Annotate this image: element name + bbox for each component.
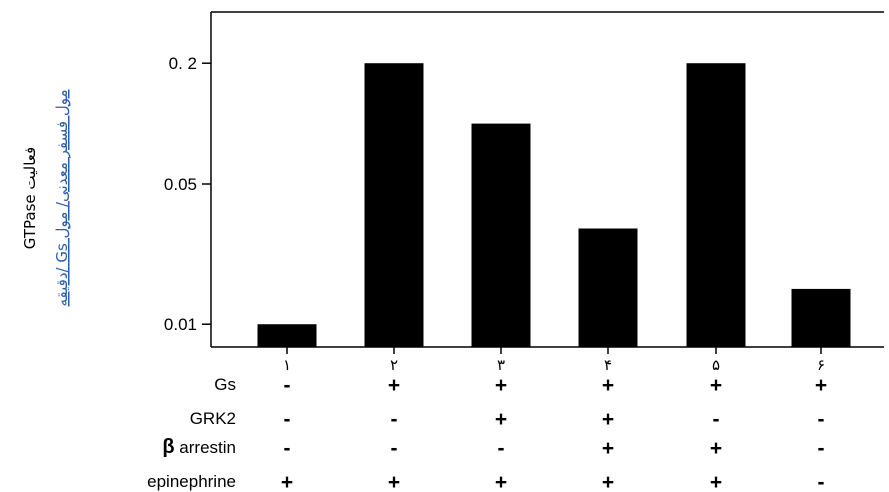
condition-label-3: epinephrine <box>147 472 236 491</box>
bar-6 <box>791 288 851 347</box>
x-tick-label-1: ۱ <box>283 356 291 374</box>
category-labels: ۱ ۲ ۳ ۴ ۵ ۶ <box>283 347 825 374</box>
bars <box>257 63 851 347</box>
bar-1 <box>257 324 317 347</box>
x-tick-label-3: ۳ <box>497 356 505 374</box>
sign-row3-col3: + <box>495 471 507 492</box>
sign-row2-col3: - <box>498 437 505 460</box>
sign-row3-col5: + <box>710 471 722 492</box>
bar-5 <box>686 63 746 347</box>
sign-row3-col1: + <box>281 471 293 492</box>
y-axis-labels: فعالیت GTPase مول فسفر معدنی/ مول Gs /دقی… <box>21 89 71 306</box>
sign-row0-col2: + <box>388 374 400 397</box>
x-tick-label-5: ۵ <box>712 356 720 374</box>
sign-row2-col6: - <box>818 437 825 460</box>
y-axis-label-line1: فعالیت GTPase <box>21 147 39 249</box>
sign-row1-col2: - <box>391 408 398 431</box>
sign-row1-col3: + <box>495 408 507 431</box>
sign-row1-col4: + <box>602 408 614 431</box>
y-tick-label-2: 0. 2 <box>169 54 197 73</box>
bar-4 <box>578 228 638 347</box>
sign-row2-col2: - <box>391 437 398 460</box>
sign-row3-col4: + <box>602 471 614 492</box>
sign-row3-col6: - <box>818 471 825 492</box>
sign-row1-col6: - <box>818 408 825 431</box>
condition-label-1: GRK2 <box>190 409 236 428</box>
sign-row2-col4: + <box>602 437 614 460</box>
x-tick-label-4: ۴ <box>604 356 612 374</box>
axes <box>210 11 884 348</box>
bar-2 <box>364 63 424 347</box>
sign-row1-col1: - <box>284 408 291 431</box>
y-tick-label-0: 0.01 <box>164 315 197 334</box>
sign-row2-col5: + <box>710 437 722 460</box>
condition-label-2: β arrestin <box>162 436 236 458</box>
y-axis-label-line2: مول فسفر معدنی/ مول Gs /دقیقه <box>53 89 71 306</box>
condition-table: Gs - + + + + + GRK2 - - + + - - β arrestin - - - + + - epinep… <box>147 374 827 492</box>
beta-symbol: β <box>162 436 174 458</box>
sign-row3-col2: + <box>388 471 400 492</box>
sign-row0-col6: + <box>815 374 827 397</box>
sign-row1-col5: - <box>713 408 720 431</box>
x-tick-label-2: ۲ <box>390 356 398 374</box>
sign-row0-col1: - <box>284 374 291 397</box>
y-tick-label-1: 0.05 <box>164 175 197 194</box>
x-tick-label-6: ۶ <box>817 356 825 374</box>
sign-row0-col5: + <box>710 374 722 397</box>
y-ticks: 0.01 0.05 0. 2 <box>164 54 211 334</box>
sign-row0-col3: + <box>495 374 507 397</box>
sign-row2-col1: - <box>284 437 291 460</box>
sign-row0-col4: + <box>602 374 614 397</box>
bar-3 <box>471 123 531 347</box>
condition-label-0: Gs <box>214 375 236 394</box>
